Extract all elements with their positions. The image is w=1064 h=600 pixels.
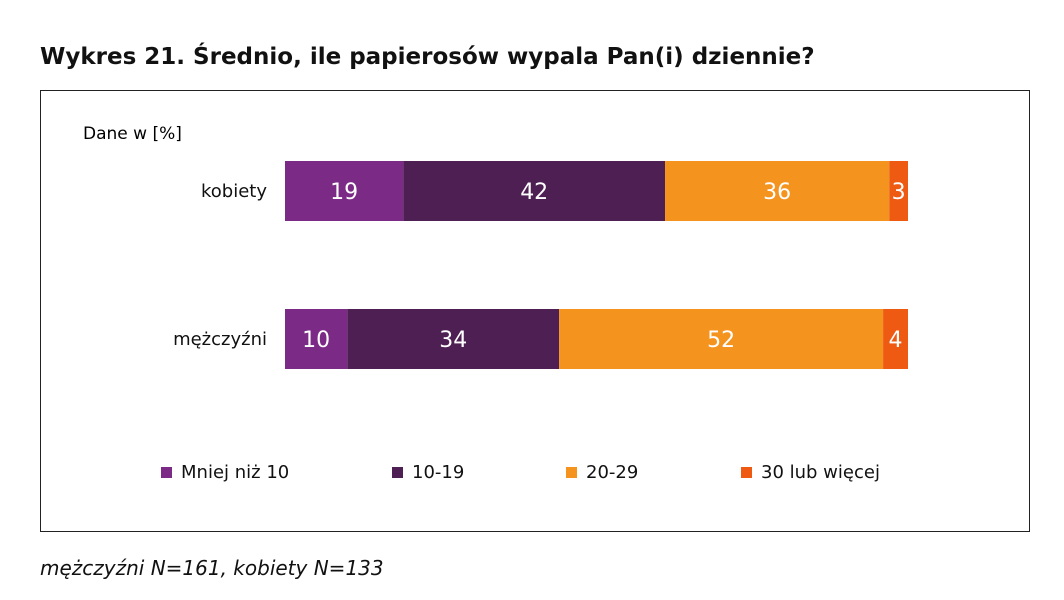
data-label: 10 <box>302 328 330 353</box>
bar-segment <box>883 309 908 369</box>
bar-segment <box>285 309 348 369</box>
data-label: 34 <box>439 328 467 353</box>
legend-swatch <box>741 467 752 478</box>
legend-swatch <box>566 467 577 478</box>
legend-label: 30 lub więcej <box>761 462 880 483</box>
legend-label: 10-19 <box>412 462 464 483</box>
bars-group: kobiety 19 42 36 3 mężczyźni 10 34 52 4 <box>173 161 908 369</box>
legend: Mniej niż 10 10-19 20-29 30 lub więcej <box>161 462 880 483</box>
footnote: mężczyźni N=161, kobiety N=133 <box>40 556 384 580</box>
category-label: kobiety <box>201 181 267 202</box>
bar-segment <box>889 161 908 221</box>
units-label: Dane w [%] <box>83 124 182 144</box>
data-label: 52 <box>707 328 735 353</box>
chart-svg: Dane w [%] kobiety 19 42 36 3 mężczyźni 10 34 52… <box>83 124 908 483</box>
bar-segment <box>403 161 666 221</box>
data-label: 42 <box>520 180 548 205</box>
chart-frame: Dane w [%] kobiety 19 42 36 3 mężczyźni 10 34 52… <box>40 90 1030 532</box>
bar-segment <box>559 309 884 369</box>
legend-swatch <box>392 467 403 478</box>
legend-label: Mniej niż 10 <box>181 462 289 483</box>
bar-segment <box>347 309 560 369</box>
data-label: 4 <box>889 328 903 353</box>
bar-segment <box>665 161 890 221</box>
chart-title: Wykres 21. Średnio, ile papierosów wypal… <box>40 44 815 70</box>
legend-swatch <box>161 467 172 478</box>
bar-segment <box>285 161 404 221</box>
data-label: 36 <box>763 180 791 205</box>
data-label: 19 <box>330 180 358 205</box>
category-label: mężczyźni <box>173 329 267 350</box>
legend-label: 20-29 <box>586 462 638 483</box>
data-label: 3 <box>892 180 906 205</box>
